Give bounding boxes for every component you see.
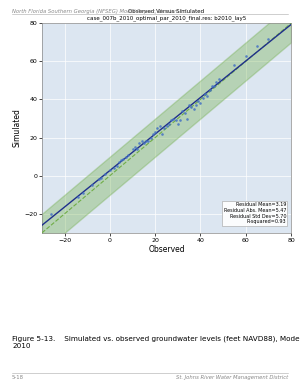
Point	[146, 138, 151, 144]
Point	[76, 194, 81, 200]
Point	[212, 83, 216, 89]
Text: St. Johns River Water Management District: St. Johns River Water Management Distric…	[176, 375, 288, 380]
Point	[198, 100, 203, 106]
Point	[194, 102, 198, 108]
Point	[142, 140, 146, 146]
X-axis label: Observed: Observed	[148, 246, 185, 255]
Point	[255, 43, 260, 49]
Point	[123, 154, 128, 160]
Point	[121, 156, 126, 162]
Text: Figure 5-13.    Simulated vs. observed groundwater levels (feet NAVD88), Model L: Figure 5-13. Simulated vs. observed grou…	[12, 336, 300, 349]
Point	[196, 98, 201, 104]
Point	[112, 165, 117, 171]
Point	[130, 146, 135, 152]
Point	[162, 125, 167, 131]
Point	[135, 146, 140, 152]
Point	[214, 79, 219, 85]
Point	[176, 121, 180, 127]
Point	[169, 117, 173, 123]
Point	[139, 138, 144, 144]
Point	[189, 104, 194, 110]
Point	[126, 152, 130, 158]
Point	[151, 131, 155, 137]
Point	[171, 115, 176, 121]
Point	[178, 117, 182, 123]
Text: Residual Mean=3.19
Residual Abs. Mean=5.47
Residual Std Dev=5.70
R-squared=0.93: Residual Mean=3.19 Residual Abs. Mean=5.…	[224, 202, 286, 224]
Point	[232, 62, 237, 68]
Point	[187, 102, 191, 108]
Point	[119, 157, 124, 163]
Text: 5-18: 5-18	[12, 375, 24, 380]
Point	[184, 115, 189, 121]
Point	[49, 211, 53, 217]
Point	[89, 182, 94, 188]
Point	[114, 163, 119, 169]
Y-axis label: Simulated: Simulated	[12, 109, 21, 147]
Point	[153, 129, 158, 135]
Point	[164, 123, 169, 129]
Title: Observed Versus Simulated
case_007b_2010_optimal_par_2010_final.res: b2010_lay5: Observed Versus Simulated case_007b_2010…	[87, 9, 246, 21]
Point	[182, 110, 187, 116]
Point	[191, 106, 196, 112]
Point	[180, 108, 185, 114]
Point	[173, 117, 178, 123]
Point	[117, 159, 122, 165]
Text: North Florida Southern Georgia (NFSEG) Model Report, Version 1.1: North Florida Southern Georgia (NFSEG) M…	[12, 9, 188, 14]
Point	[144, 138, 148, 144]
Point	[207, 87, 212, 93]
Point	[209, 83, 214, 89]
Point	[155, 125, 160, 131]
Point	[148, 135, 153, 141]
Point	[200, 94, 205, 100]
Point	[107, 167, 112, 173]
Point	[205, 93, 210, 99]
Point	[80, 190, 85, 196]
Point	[157, 123, 162, 129]
Point	[98, 175, 103, 181]
Point	[266, 35, 271, 42]
Point	[137, 140, 142, 146]
Point	[103, 171, 108, 177]
Point	[132, 144, 137, 150]
Point	[160, 131, 164, 137]
Point	[243, 52, 248, 59]
Point	[96, 177, 101, 183]
Point	[202, 91, 207, 97]
Point	[167, 121, 171, 127]
Point	[216, 75, 221, 81]
